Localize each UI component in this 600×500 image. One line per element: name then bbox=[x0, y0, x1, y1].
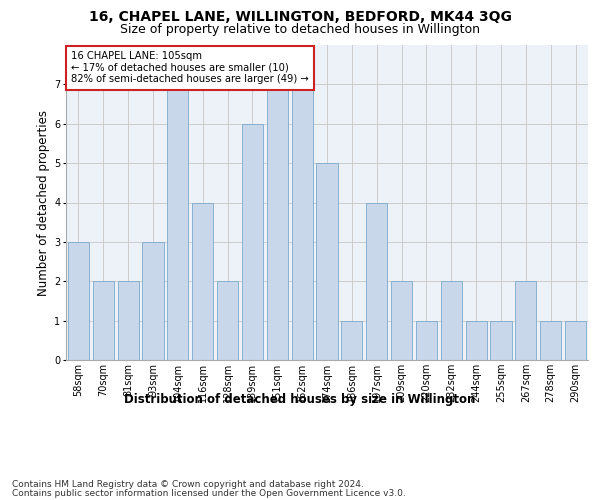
Bar bbox=[192, 202, 213, 360]
Bar bbox=[167, 84, 188, 360]
Bar bbox=[391, 281, 412, 360]
Bar bbox=[118, 281, 139, 360]
Bar bbox=[217, 281, 238, 360]
Text: 16, CHAPEL LANE, WILLINGTON, BEDFORD, MK44 3QG: 16, CHAPEL LANE, WILLINGTON, BEDFORD, MK… bbox=[89, 10, 511, 24]
Bar bbox=[93, 281, 114, 360]
Bar bbox=[490, 320, 512, 360]
Text: Contains public sector information licensed under the Open Government Licence v3: Contains public sector information licen… bbox=[12, 488, 406, 498]
Bar bbox=[292, 84, 313, 360]
Bar bbox=[441, 281, 462, 360]
Bar bbox=[68, 242, 89, 360]
Bar bbox=[267, 84, 288, 360]
Bar bbox=[242, 124, 263, 360]
Bar bbox=[540, 320, 561, 360]
Bar bbox=[565, 320, 586, 360]
Bar bbox=[515, 281, 536, 360]
Bar bbox=[316, 163, 338, 360]
Text: 16 CHAPEL LANE: 105sqm
← 17% of detached houses are smaller (10)
82% of semi-det: 16 CHAPEL LANE: 105sqm ← 17% of detached… bbox=[71, 52, 309, 84]
Bar bbox=[341, 320, 362, 360]
Text: Distribution of detached houses by size in Willington: Distribution of detached houses by size … bbox=[124, 392, 476, 406]
Y-axis label: Number of detached properties: Number of detached properties bbox=[37, 110, 50, 296]
Bar bbox=[366, 202, 387, 360]
Bar bbox=[142, 242, 164, 360]
Bar bbox=[416, 320, 437, 360]
Bar bbox=[466, 320, 487, 360]
Text: Contains HM Land Registry data © Crown copyright and database right 2024.: Contains HM Land Registry data © Crown c… bbox=[12, 480, 364, 489]
Text: Size of property relative to detached houses in Willington: Size of property relative to detached ho… bbox=[120, 22, 480, 36]
